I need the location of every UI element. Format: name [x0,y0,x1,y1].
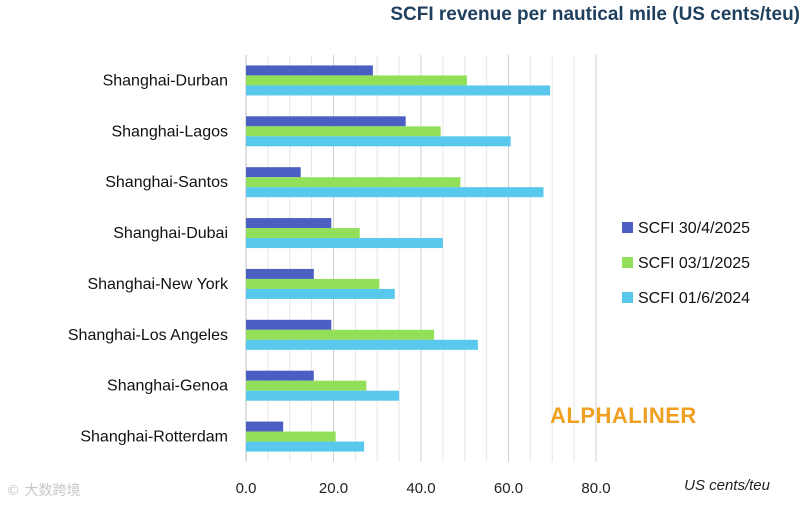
legend-label: SCFI 01/6/2024 [638,290,750,307]
bar [246,441,365,452]
bar [246,177,461,188]
chart-title: SCFI revenue per nautical mile (US cents… [390,4,800,25]
bar [246,380,367,391]
bar [246,126,441,137]
bar [246,85,551,96]
bar [246,288,395,299]
bar [246,167,301,178]
legend-label: SCFI 03/1/2025 [638,255,750,272]
category-label: Shanghai-Dubai [113,225,228,242]
bar [246,390,400,401]
category-label: Shanghai-Lagos [111,123,228,140]
legend-swatch [622,292,633,303]
bar [246,339,478,350]
category-label: Shanghai-Durban [103,72,228,89]
legend-swatch [622,222,633,233]
x-tick-label: 40.0 [406,480,435,497]
bar [246,75,467,86]
bar [246,370,314,381]
bar [246,238,443,249]
x-tick-label: 80.0 [581,480,610,497]
bar [246,116,406,127]
x-axis-label: US cents/teu [684,477,771,494]
category-label: Shanghai-Santos [105,174,228,191]
legend-label: SCFI 30/4/2025 [638,220,750,237]
category-label: Shanghai-New York [87,276,229,293]
bar [246,187,544,198]
x-tick-label: 60.0 [494,480,523,497]
bar [246,65,373,76]
alphaliner-logo: ALPHALINER [550,403,697,428]
source-watermark: © 大数跨境 [6,483,81,499]
bar [246,329,435,340]
bar [246,421,284,432]
bar [246,319,332,330]
bar [246,278,380,289]
bar [246,218,332,229]
category-label: Shanghai-Genoa [107,378,228,395]
bar [246,228,360,239]
x-tick-label: 0.0 [236,480,257,497]
category-label: Shanghai-Rotterdam [80,429,228,446]
x-tick-label: 20.0 [319,480,348,497]
legend-swatch [622,257,633,268]
bar [246,268,314,279]
bar [246,136,511,147]
bar [246,431,336,442]
category-label: Shanghai-Los Angeles [68,327,228,344]
